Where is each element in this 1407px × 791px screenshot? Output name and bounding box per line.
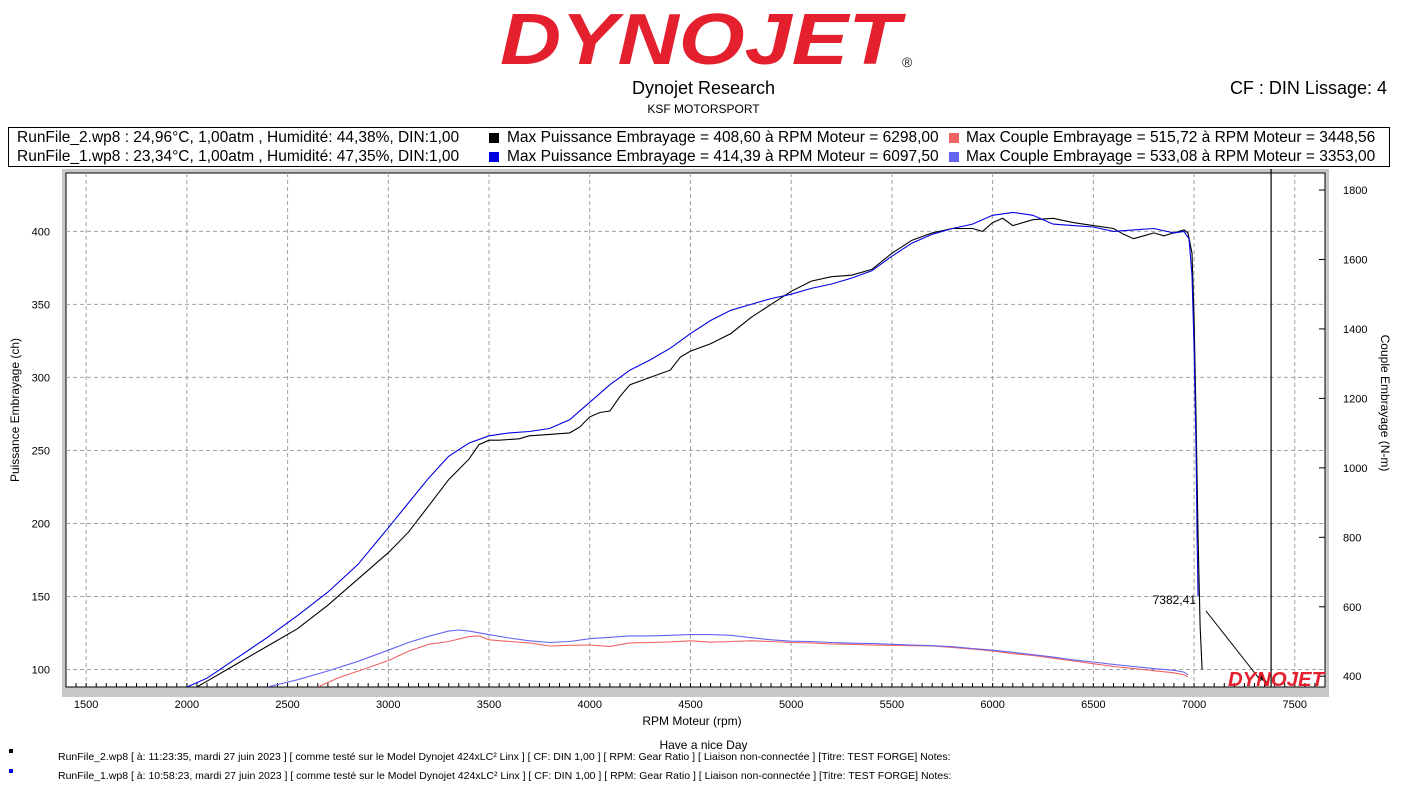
power-color-swatch <box>489 152 499 162</box>
legend-max-power: Max Puissance Embrayage = 414,39 à RPM M… <box>507 148 939 165</box>
y-tick-label: 300 <box>32 372 50 384</box>
cursor-arrow-icon <box>1257 674 1269 684</box>
power-line <box>186 211 1199 687</box>
torque-line <box>317 635 1189 687</box>
power-color-swatch <box>489 133 499 143</box>
run-file-info: RunFile_2.wp8 [ à: 11:23:35, mardi 27 ju… <box>58 751 951 763</box>
rpm-cursor: 7382,41 <box>1153 169 1272 687</box>
cursor-pointer-line <box>1205 610 1262 682</box>
y2-tick-label: 400 <box>1343 671 1361 683</box>
y-tick-label: 350 <box>32 299 50 311</box>
x-tick-label: 5000 <box>779 699 803 711</box>
x-tick-label: 5500 <box>880 699 904 711</box>
y-axis-right: 400 600 800 1000 1200 1400 1600 1800 <box>1319 185 1367 683</box>
y2-tick-label: 1000 <box>1343 463 1367 475</box>
legend-max-torque: Max Couple Embrayage = 533,08 à RPM Mote… <box>966 148 1376 165</box>
y2-tick-label: 1600 <box>1343 254 1367 266</box>
x-tick-label: 2000 <box>175 699 199 711</box>
legend-box: RunFile_2.wp8 : 24,96°C, 1,00atm , Humid… <box>8 127 1390 167</box>
run1-color-dot <box>9 769 13 773</box>
x-axis: 1500 2000 2500 3000 3500 4000 4500 5000 5500 6000… <box>74 683 1326 711</box>
x-tick-label: 1500 <box>74 699 98 711</box>
x-tick-label: 2500 <box>275 699 299 711</box>
logo-registered-icon: ® <box>902 54 913 70</box>
legend-run-info: RunFile_2.wp8 : 24,96°C, 1,00atm , Humid… <box>17 129 460 146</box>
legend-row: RunFile_2.wp8 : 24,96°C, 1,00atm , Humid… <box>9 128 1389 147</box>
y2-tick-label: 800 <box>1343 532 1361 544</box>
legend-run-info: RunFile_1.wp8 : 23,34°C, 1,00atm , Humid… <box>17 148 460 165</box>
legend-max-power: Max Puissance Embrayage = 408,60 à RPM M… <box>507 129 939 146</box>
cursor-value-label: 7382,41 <box>1153 593 1197 607</box>
y-tick-label: 400 <box>32 226 50 238</box>
torque-color-swatch <box>949 152 959 162</box>
x-tick-label: 3000 <box>376 699 400 711</box>
logo-text: DYNOJET <box>500 4 907 74</box>
cf-smoothing-label: CF : DIN Lissage: 4 <box>1229 78 1387 98</box>
y2-tick-label: 1400 <box>1343 324 1367 336</box>
x-tick-label: 4500 <box>678 699 702 711</box>
y2-axis-label: Couple Embrayage (N-m) <box>1378 335 1392 472</box>
run2-color-dot <box>9 749 13 753</box>
series-group <box>186 211 1203 687</box>
y-tick-label: 200 <box>32 518 50 530</box>
x-tick-label: 6500 <box>1081 699 1105 711</box>
shop-name: KSF MOTORSPORT <box>647 102 760 116</box>
x-axis-label: RPM Moteur (rpm) <box>642 714 741 728</box>
dynojet-logo: DYNOJET ® <box>500 4 913 74</box>
y-axis-label: Puissance Embrayage (ch) <box>8 338 22 482</box>
legend-max-torque: Max Couple Embrayage = 515,72 à RPM Mote… <box>966 129 1376 146</box>
company-name: Dynojet Research <box>631 78 776 98</box>
dyno-chart: 1500 2000 2500 3000 3500 4000 4500 5000 5500 6000… <box>8 169 1392 728</box>
run-file-info: RunFile_1.wp8 [ à: 10:58:23, mardi 27 ju… <box>58 770 952 782</box>
x-tick-label: 6000 <box>980 699 1004 711</box>
legend-row: RunFile_1.wp8 : 23,34°C, 1,00atm , Humid… <box>9 147 1389 166</box>
grid-lines <box>66 173 1325 687</box>
y2-tick-label: 600 <box>1343 602 1361 614</box>
torque-color-swatch <box>949 133 959 143</box>
y-axis-left: 100 150 200 250 300 350 400 <box>32 226 50 676</box>
x-tick-label: 3500 <box>477 699 501 711</box>
x-tick-label: 7000 <box>1182 699 1206 711</box>
y2-tick-label: 1200 <box>1343 393 1367 405</box>
y-tick-label: 250 <box>32 445 50 457</box>
y-tick-label: 100 <box>32 664 50 676</box>
y-tick-label: 150 <box>32 591 50 603</box>
x-tick-label: 4000 <box>578 699 602 711</box>
bottom-title: Have a nice Day <box>659 738 748 752</box>
power-line <box>196 217 1203 687</box>
plot-area <box>65 172 1326 688</box>
chart-watermark: DYNOJET <box>1228 669 1326 691</box>
y2-tick-label: 1800 <box>1343 185 1367 197</box>
x-tick-label: 7500 <box>1283 699 1307 711</box>
torque-line <box>267 629 1189 687</box>
